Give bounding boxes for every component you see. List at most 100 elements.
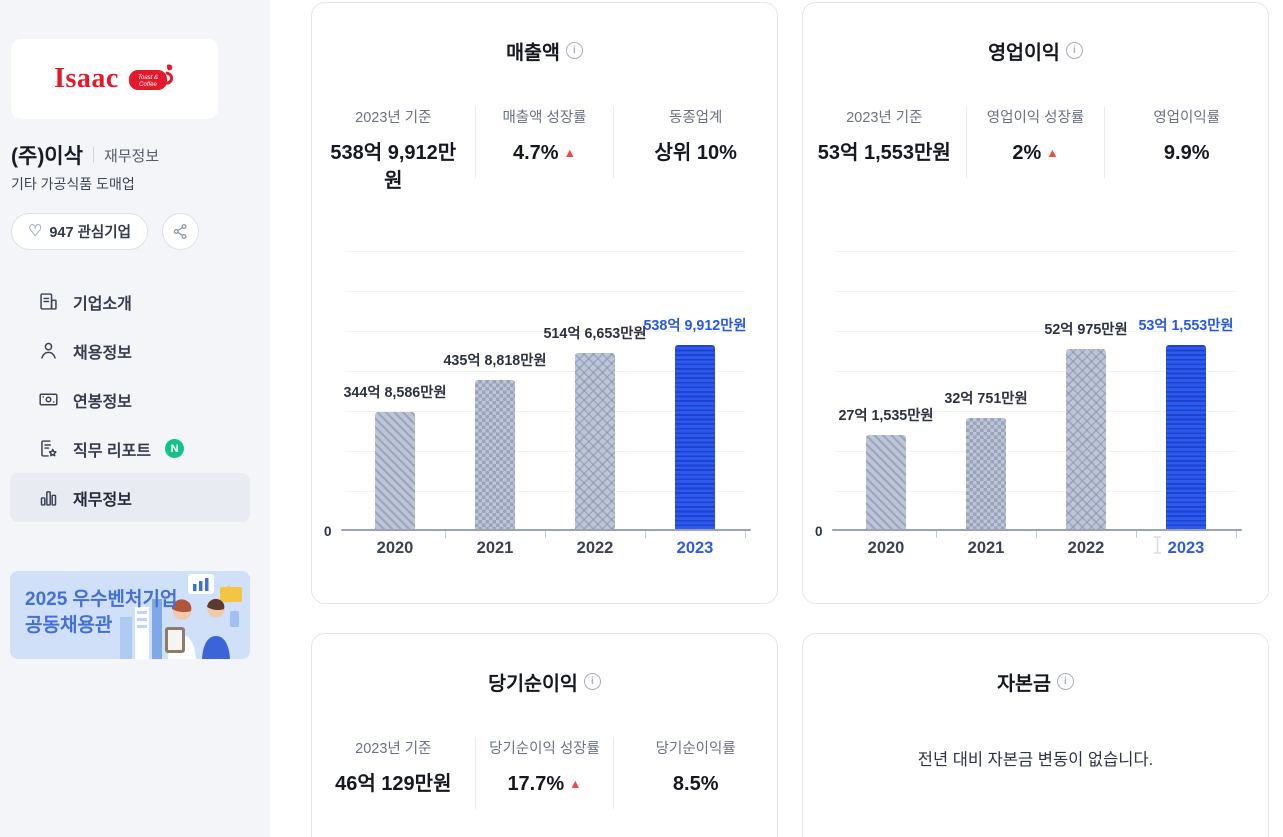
axis-tick — [1135, 531, 1137, 538]
x-axis-label: 2023 — [676, 539, 714, 557]
gridline — [836, 251, 1236, 252]
sidebar-item-label: 연봉정보 — [73, 393, 132, 411]
sidebar-item-label: 직무 리포트 — [73, 442, 152, 460]
share-button[interactable] — [161, 213, 199, 250]
favorite-button[interactable]: ♡ 947 관심기업 — [11, 213, 148, 250]
bar-2022 — [575, 353, 615, 530]
stat-row: 2023년 기준 538억 9,912만원 매출액 성장률 4.7% ▲ 동종업계… — [312, 98, 777, 195]
share-icon — [173, 224, 187, 239]
svg-text:Toast &: Toast & — [138, 75, 158, 81]
job-report-icon — [41, 440, 57, 457]
company-name: (주)이삭 — [11, 145, 83, 168]
sidebar-item-job-report[interactable]: 직무 리포트 N — [10, 424, 250, 473]
sidebar-item-salary-info[interactable]: 연봉정보 — [10, 375, 250, 424]
info-icon[interactable]: i — [1065, 42, 1083, 59]
divider — [1104, 106, 1106, 178]
bar-value-label: 53억 1,553만원 — [1138, 317, 1234, 334]
logo-brand-text: Isaac — [54, 63, 119, 94]
bar-value-label: 27억 1,535만원 — [838, 407, 934, 424]
gridline — [345, 291, 745, 292]
promo-banner[interactable]: 2025 우수벤처기업 공동채용관 — [10, 571, 250, 659]
x-axis-label: 2022 — [1067, 539, 1105, 557]
sidebar-item-label: 채용정보 — [73, 344, 132, 362]
y-axis-zero-label: 0 — [815, 524, 823, 539]
info-icon[interactable]: i — [583, 673, 601, 690]
axis-tick — [1035, 531, 1037, 538]
sidebar-item-company-intro[interactable]: 기업소개 — [10, 277, 250, 326]
gridline — [345, 371, 745, 372]
company-intro-icon — [40, 293, 57, 310]
y-axis-zero-label: 0 — [324, 524, 332, 539]
stat-row: 2023년 기준 53억 1,553만원 영업이익 성장률 2% ▲ 영업이익률 … — [803, 98, 1268, 178]
company-actions: ♡ 947 관심기업 — [11, 213, 199, 250]
company-logo: Isaac Toast & Coffee — [11, 39, 218, 119]
sidebar-nav: 기업소개 채용정보 연봉정보 직무 리포트 N — [10, 277, 250, 522]
stat-base-year: 2023년 기준 538억 9,912만원 — [330, 110, 457, 192]
sidebar-item-label: 기업소개 — [73, 295, 132, 313]
net-income-card: 당기순이익 i 2023년 기준 46억 129만원 당기순이익 성장률 17.… — [311, 633, 778, 837]
heart-icon: ♡ — [28, 222, 43, 240]
finance-info-icon — [40, 491, 57, 506]
current-page-label: 재무정보 — [103, 147, 160, 165]
axis-tick — [444, 531, 446, 538]
capital-no-change-message: 전년 대비 자본금 변동이 없습니다. — [917, 751, 1154, 769]
bar-2020 — [866, 435, 906, 530]
x-axis-label: 2023 — [1167, 539, 1205, 557]
x-axis-label: 2021 — [967, 539, 1005, 557]
gridline — [345, 251, 745, 252]
divider — [613, 737, 615, 809]
svg-text:Coffee: Coffee — [139, 82, 157, 88]
axis-tick — [935, 531, 937, 538]
card-title: 영업이익 — [988, 42, 1060, 64]
bar-value-label: 344억 8,586만원 — [343, 384, 447, 401]
stat-growth-rate: 매출액 성장률 4.7% ▲ — [502, 110, 587, 164]
favorite-count-label: 947 관심기업 — [49, 225, 131, 241]
gridline — [836, 491, 1236, 492]
sidebar-item-recruit-info[interactable]: 채용정보 — [10, 326, 250, 375]
bar-2023 — [675, 345, 715, 530]
divider — [92, 147, 94, 163]
bar-value-label: 32억 751만원 — [944, 390, 1028, 407]
gridline — [345, 451, 745, 452]
company-header: (주)이삭 재무정보 — [11, 140, 159, 170]
capital-card: 자본금 i 전년 대비 자본금 변동이 없습니다. — [802, 633, 1269, 837]
stat-row: 2023년 기준 46억 129만원 당기순이익 성장률 17.7% ▲ 당기순이… — [312, 729, 777, 809]
sidebar-item-finance-info[interactable]: 재무정보 — [10, 473, 250, 522]
gridline — [345, 491, 745, 492]
increase-arrow-icon: ▲ — [569, 777, 582, 791]
promo-banner-text: 2025 우수벤처기업 공동채용관 — [25, 589, 178, 636]
x-axis-line — [832, 529, 1242, 531]
sidebar-item-label: 재무정보 — [73, 491, 132, 509]
x-axis-label: 2021 — [476, 539, 514, 557]
stat-margin: 당기순이익률 8.5% — [655, 741, 736, 795]
x-axis-line — [341, 529, 751, 531]
divider — [474, 737, 476, 809]
gridline — [836, 291, 1236, 292]
bar-value-label: 435억 8,818만원 — [443, 352, 547, 369]
axis-tick — [644, 531, 646, 538]
card-title: 매출액 — [506, 42, 560, 64]
x-axis-label: 2020 — [867, 539, 905, 557]
stat-base-year: 2023년 기준 46억 129만원 — [335, 741, 452, 795]
card-title: 당기순이익 — [488, 673, 578, 695]
gridline — [836, 331, 1236, 332]
card-title: 자본금 — [997, 673, 1051, 695]
stat-industry-rank: 동종업계 상위 10% — [654, 110, 737, 164]
recruit-info-icon — [41, 342, 56, 359]
operating-profit-card: 영업이익 i 2023년 기준 53억 1,553만원 영업이익 성장률 2% ▲… — [802, 2, 1269, 604]
axis-tick — [1235, 531, 1237, 538]
stat-growth-rate: 영업이익 성장률 2% ▲ — [986, 110, 1085, 164]
divider — [965, 106, 967, 178]
info-icon[interactable]: i — [565, 42, 583, 59]
stat-growth-rate: 당기순이익 성장률 17.7% ▲ — [489, 741, 600, 795]
bar-2023 — [1166, 345, 1206, 530]
gridline — [836, 411, 1236, 412]
operating-profit-bar-chart: 0 27억 1,535만원 2020 32억 751만원 2021 52억 975만원 20… — [815, 251, 1242, 557]
bar-value-label: 52억 975만원 — [1044, 321, 1128, 338]
gridline — [836, 371, 1236, 372]
divider — [613, 106, 615, 178]
sidebar: Isaac Toast & Coffee (주)이삭 재무정보 기타 가공식품 … — [0, 0, 270, 837]
revenue-bar-chart: 0 344억 8,586만원 2020 435억 8,818만원 2021 514억 6,… — [324, 251, 751, 557]
info-icon[interactable]: i — [1056, 673, 1074, 690]
